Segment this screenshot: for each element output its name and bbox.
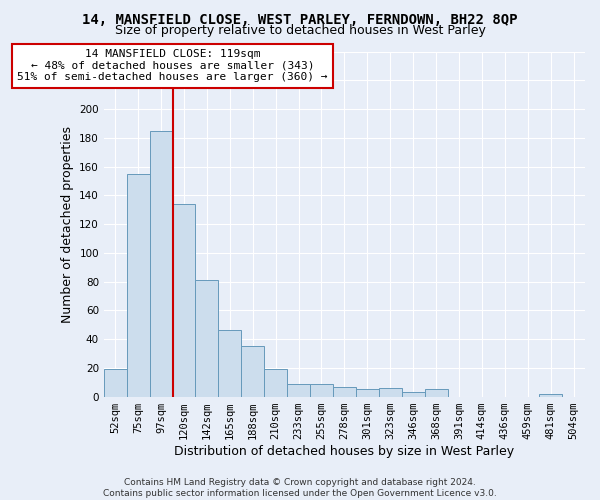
Bar <box>379 388 401 396</box>
Text: 14 MANSFIELD CLOSE: 119sqm
← 48% of detached houses are smaller (343)
51% of sem: 14 MANSFIELD CLOSE: 119sqm ← 48% of deta… <box>17 50 328 82</box>
Bar <box>127 174 149 396</box>
Bar <box>241 346 264 397</box>
Text: Contains HM Land Registry data © Crown copyright and database right 2024.
Contai: Contains HM Land Registry data © Crown c… <box>103 478 497 498</box>
Bar <box>539 394 562 396</box>
Bar <box>218 330 241 396</box>
Y-axis label: Number of detached properties: Number of detached properties <box>61 126 74 322</box>
Bar <box>196 280 218 396</box>
X-axis label: Distribution of detached houses by size in West Parley: Distribution of detached houses by size … <box>175 444 514 458</box>
Bar <box>173 204 196 396</box>
Bar <box>401 392 425 396</box>
Bar <box>287 384 310 396</box>
Bar <box>149 130 173 396</box>
Bar <box>356 390 379 396</box>
Text: Size of property relative to detached houses in West Parley: Size of property relative to detached ho… <box>115 24 485 37</box>
Bar <box>104 370 127 396</box>
Bar <box>425 390 448 396</box>
Bar <box>264 370 287 396</box>
Bar <box>310 384 333 396</box>
Bar <box>333 386 356 396</box>
Text: 14, MANSFIELD CLOSE, WEST PARLEY, FERNDOWN, BH22 8QP: 14, MANSFIELD CLOSE, WEST PARLEY, FERNDO… <box>82 12 518 26</box>
